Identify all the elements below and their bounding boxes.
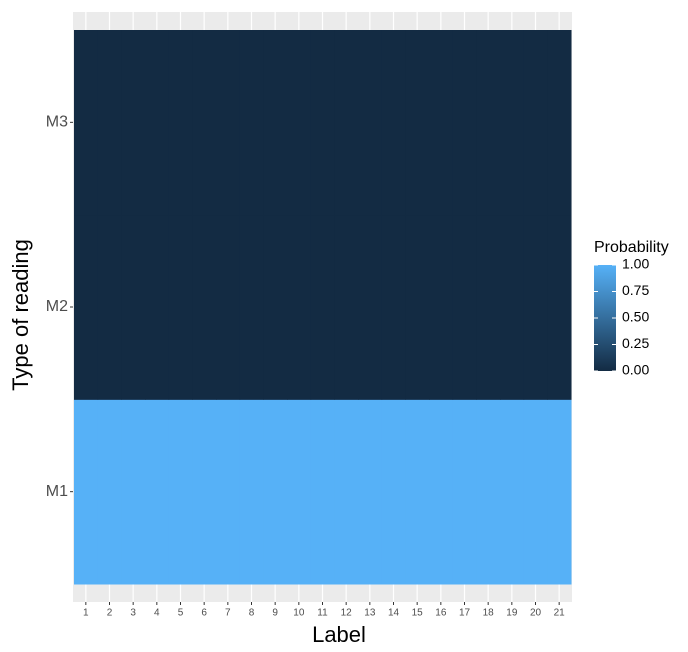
tile: [334, 30, 359, 216]
tile: [239, 214, 264, 400]
tile: [310, 214, 335, 400]
x-tick-label: 5: [178, 608, 184, 619]
tile: [405, 214, 430, 400]
tile: [405, 399, 430, 585]
tile: [97, 30, 122, 216]
y-tick-label: M1: [46, 483, 68, 500]
colorbar-tick-label: 1.00: [622, 256, 649, 272]
tile: [452, 399, 477, 585]
x-tick-label: 16: [435, 608, 447, 619]
tile: [500, 399, 525, 585]
tile: [452, 214, 477, 400]
tile: [310, 30, 335, 216]
tile: [121, 214, 146, 400]
tile: [239, 399, 264, 585]
tile: [168, 399, 193, 585]
x-axis-label: Label: [312, 622, 366, 647]
tile: [547, 30, 572, 216]
tile: [358, 399, 383, 585]
x-tick-label: 6: [201, 608, 207, 619]
tile: [523, 214, 548, 400]
tile: [358, 214, 383, 400]
tile: [121, 399, 146, 585]
x-tick-label: 19: [506, 608, 518, 619]
tile: [405, 30, 430, 216]
x-tick-label: 12: [341, 608, 353, 619]
tile: [263, 399, 288, 585]
x-tick-label: 17: [459, 608, 471, 619]
tile: [145, 214, 170, 400]
tile: [192, 30, 217, 216]
tile: [429, 214, 454, 400]
tile: [381, 399, 406, 585]
tile: [500, 214, 525, 400]
x-tick-label: 3: [130, 608, 136, 619]
tile: [287, 214, 312, 400]
x-tick-label: 14: [388, 608, 400, 619]
tile: [168, 30, 193, 216]
tile: [263, 30, 288, 216]
x-tick-label: 1: [83, 608, 89, 619]
x-tick-label: 13: [364, 608, 376, 619]
tile: [547, 399, 572, 585]
x-tick-label: 10: [293, 608, 305, 619]
tile: [216, 399, 241, 585]
tile: [476, 30, 501, 216]
tile: [97, 399, 122, 585]
tile: [523, 399, 548, 585]
tile: [145, 30, 170, 216]
x-tick-label: 20: [530, 608, 542, 619]
x-tick-label: 11: [317, 608, 328, 619]
tile: [145, 399, 170, 585]
x-tick-label: 8: [249, 608, 255, 619]
tile: [74, 214, 99, 400]
tile: [500, 30, 525, 216]
x-tick-label: 9: [272, 608, 278, 619]
colorbar: [594, 265, 616, 371]
legend-title: Probability: [594, 239, 669, 256]
x-tick-label: 4: [154, 608, 160, 619]
tile: [381, 30, 406, 216]
tile: [287, 399, 312, 585]
tile: [452, 30, 477, 216]
tile: [310, 399, 335, 585]
x-tick-label: 21: [554, 608, 566, 619]
tile: [192, 214, 217, 400]
colorbar-tick-label: 0.25: [622, 335, 649, 351]
y-tick-label: M3: [46, 114, 68, 131]
tile: [429, 399, 454, 585]
tile: [121, 30, 146, 216]
tile: [547, 214, 572, 400]
tile: [287, 30, 312, 216]
tile: [429, 30, 454, 216]
tile: [239, 30, 264, 216]
tile: [523, 30, 548, 216]
colorbar-tick-label: 0.00: [622, 362, 649, 378]
tile: [381, 214, 406, 400]
x-tick-label: 15: [412, 608, 424, 619]
tile: [168, 214, 193, 400]
x-tick-label: 2: [107, 608, 113, 619]
colorbar-tick-label: 0.75: [622, 282, 649, 298]
y-tick-label: M2: [46, 298, 68, 315]
tile: [216, 214, 241, 400]
tile: [476, 399, 501, 585]
tile: [74, 399, 99, 585]
y-axis-label: Type of reading: [8, 239, 33, 391]
tile: [216, 30, 241, 216]
tile: [476, 214, 501, 400]
x-tick-label: 18: [483, 608, 495, 619]
tile: [97, 214, 122, 400]
tile: [358, 30, 383, 216]
tile: [74, 30, 99, 216]
tile: [334, 214, 359, 400]
tile: [192, 399, 217, 585]
colorbar-tick-label: 0.50: [622, 309, 649, 325]
tile: [334, 399, 359, 585]
tile: [263, 214, 288, 400]
x-tick-label: 7: [225, 608, 231, 619]
